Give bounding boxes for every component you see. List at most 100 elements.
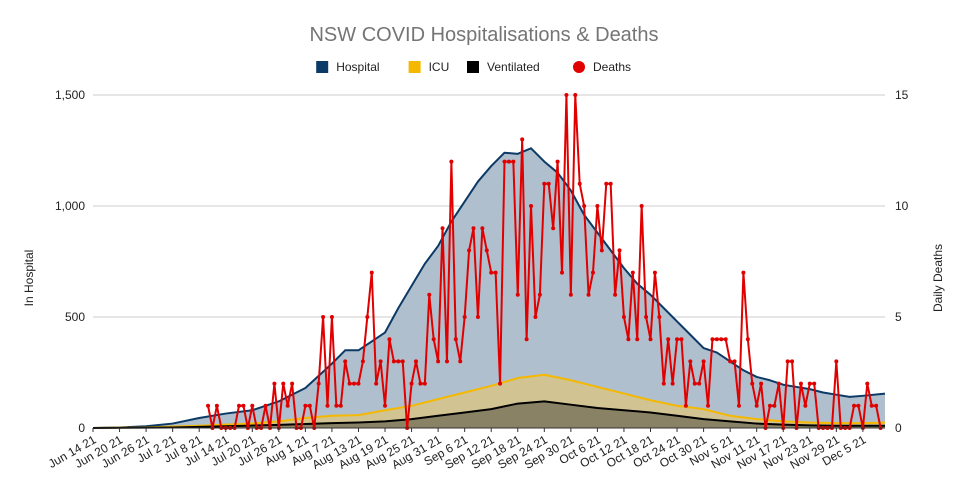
deaths-point	[356, 381, 361, 386]
deaths-point	[502, 159, 507, 164]
area-series	[92, 147, 886, 429]
deaths-point	[272, 381, 277, 386]
deaths-point	[285, 403, 290, 408]
deaths-point	[798, 381, 803, 386]
legend-label: Ventilated	[487, 60, 540, 74]
deaths-point	[582, 204, 587, 208]
deaths-point	[533, 315, 538, 319]
deaths-point	[387, 337, 392, 342]
ventilated-area	[93, 401, 885, 428]
deaths-point	[767, 403, 772, 408]
deaths-point	[484, 248, 489, 253]
deaths-point	[568, 292, 573, 297]
deaths-point	[661, 381, 666, 386]
legend-item-deaths[interactable]: Deaths	[573, 60, 631, 74]
deaths-point	[360, 359, 365, 364]
deaths-point	[480, 226, 485, 231]
deaths-point	[343, 359, 348, 364]
deaths-point	[617, 248, 622, 253]
deaths-point	[812, 381, 817, 386]
deaths-point	[529, 204, 534, 208]
deaths-point	[608, 181, 613, 186]
deaths-point	[537, 292, 542, 297]
legend-swatch	[573, 61, 585, 73]
deaths-point	[675, 337, 680, 342]
y2-tick-label: 5	[895, 310, 902, 324]
deaths-point	[688, 359, 693, 364]
deaths-point	[613, 292, 618, 297]
deaths-point	[506, 159, 511, 164]
deaths-point	[666, 337, 671, 342]
deaths-point	[413, 359, 418, 364]
deaths-point	[555, 159, 560, 164]
deaths-point	[710, 337, 715, 342]
deaths-point	[803, 403, 808, 408]
legend-label: Hospital	[336, 60, 379, 74]
deaths-point	[776, 381, 781, 386]
deaths-point	[453, 337, 458, 342]
legend-item-hospital[interactable]: Hospital	[316, 60, 380, 74]
deaths-point	[790, 359, 795, 364]
legend-swatch	[408, 61, 421, 73]
deaths-point	[586, 292, 591, 297]
deaths-point	[352, 381, 357, 386]
deaths-point	[316, 381, 321, 386]
deaths-point	[449, 159, 454, 164]
deaths-point	[515, 292, 520, 297]
deaths-point	[422, 381, 427, 386]
deaths-point	[639, 204, 644, 208]
deaths-point	[378, 359, 383, 364]
deaths-point	[347, 381, 352, 386]
deaths-point	[365, 315, 370, 319]
deaths-point	[369, 270, 374, 275]
y-tick-label: 1,500	[55, 88, 85, 102]
deaths-point	[754, 403, 759, 408]
deaths-point	[400, 359, 405, 364]
deaths-point	[759, 381, 764, 386]
legend-item-icu[interactable]: ICU	[408, 60, 450, 74]
deaths-point	[648, 337, 653, 342]
deaths-point	[604, 181, 609, 186]
deaths-point	[590, 270, 595, 275]
deaths-point	[723, 337, 728, 342]
deaths-point	[564, 93, 569, 97]
deaths-point	[719, 337, 724, 342]
deaths-point	[206, 403, 211, 408]
chart-legend: Hospital ICU Ventilated Deaths	[316, 60, 631, 74]
y-axis-title: In Hospital	[22, 250, 36, 307]
y-tick-label: 500	[65, 310, 85, 324]
ventilated-line	[92, 400, 885, 429]
legend-swatch	[316, 61, 329, 73]
deaths-point	[706, 403, 711, 408]
deaths-point	[281, 381, 286, 386]
deaths-point	[520, 137, 525, 142]
deaths-point	[635, 337, 640, 342]
deaths-point	[498, 381, 503, 386]
y2-axis-title: Daily Deaths	[931, 244, 945, 312]
deaths-point	[679, 337, 684, 342]
deaths-point	[701, 359, 706, 364]
deaths-point	[391, 359, 396, 364]
hospital-line	[92, 147, 886, 429]
deaths-point	[577, 181, 582, 186]
deaths-point	[573, 93, 578, 97]
deaths-point	[440, 226, 445, 231]
deaths-point	[467, 248, 472, 253]
y2-tick-label: 0	[895, 421, 902, 435]
chart-title: NSW COVID Hospitalisations & Deaths	[309, 24, 658, 46]
deaths-point	[409, 381, 414, 386]
y2-tick-label: 10	[895, 199, 909, 213]
deaths-point	[807, 381, 812, 386]
deaths-point	[418, 381, 423, 386]
deaths-point	[511, 159, 516, 164]
deaths-point	[436, 359, 441, 364]
deaths-point	[493, 270, 498, 275]
deaths-point	[652, 270, 657, 275]
y-tick-label: 0	[78, 421, 85, 435]
deaths-point	[750, 381, 755, 386]
deaths-point	[714, 337, 719, 342]
y2-tick-label: 15	[895, 88, 909, 102]
deaths-point	[697, 381, 702, 386]
legend-item-ventilated[interactable]: Ventilated	[467, 60, 540, 74]
